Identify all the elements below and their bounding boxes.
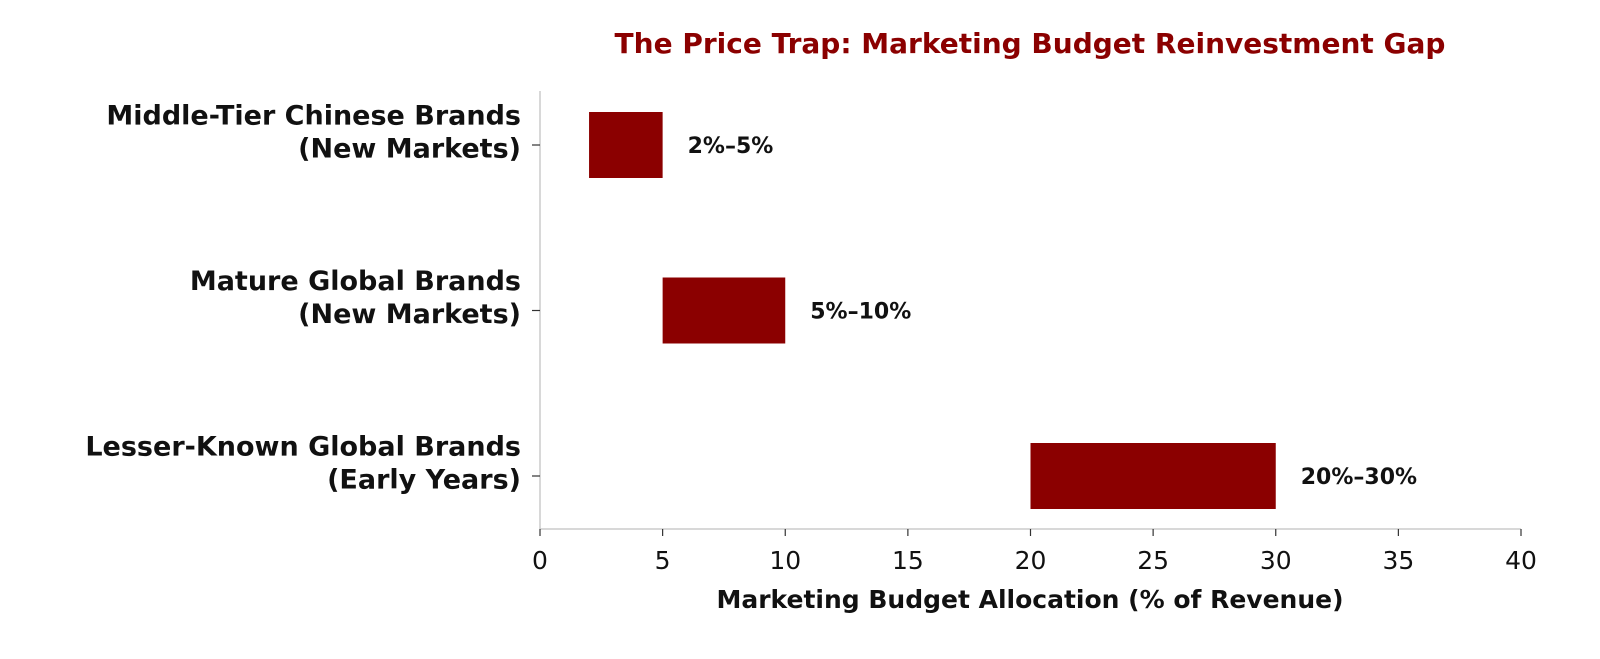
bar — [1030, 443, 1276, 509]
category-label-line: (New Markets) — [298, 134, 521, 165]
bar — [589, 112, 663, 178]
category-label: Lesser-Known Global Brands (Early Years) — [85, 432, 521, 496]
x-axis-label: Marketing Budget Allocation (% of Revenu… — [716, 585, 1343, 614]
x-tick-label: 30 — [1260, 546, 1292, 575]
x-tick-label: 40 — [1505, 546, 1537, 575]
category-label-line: Mature Global Brands — [190, 266, 521, 297]
x-tick-label: 10 — [769, 546, 801, 575]
bar-value-label: 20%–30% — [1301, 465, 1417, 490]
chart-title: The Price Trap: Marketing Budget Reinves… — [615, 27, 1446, 60]
bars-layer: 2%–5% 5%–10% 20%–30% — [589, 112, 1417, 509]
x-tick-label: 25 — [1137, 546, 1169, 575]
x-tick-label: 20 — [1015, 546, 1047, 575]
category-label-line: Lesser-Known Global Brands — [85, 432, 521, 463]
bar-value-label: 5%–10% — [810, 300, 911, 325]
category-label: Mature Global Brands (New Markets) — [190, 266, 521, 330]
category-label: Middle-Tier Chinese Brands (New Markets) — [106, 101, 521, 165]
x-ticks: 0 5 10 15 20 25 30 35 40 — [532, 529, 1537, 575]
x-tick-label: 0 — [532, 546, 548, 575]
x-tick-label: 5 — [655, 546, 671, 575]
category-label-line: Middle-Tier Chinese Brands — [106, 101, 521, 132]
bar — [662, 277, 786, 344]
category-label-line: (New Markets) — [298, 299, 521, 330]
x-tick-label: 35 — [1382, 546, 1414, 575]
bar-value-label: 2%–5% — [688, 134, 774, 159]
category-label-line: (Early Years) — [327, 465, 521, 496]
y-tick-labels: Middle-Tier Chinese Brands (New Markets)M… — [85, 101, 540, 496]
x-tick-label: 15 — [892, 546, 924, 575]
